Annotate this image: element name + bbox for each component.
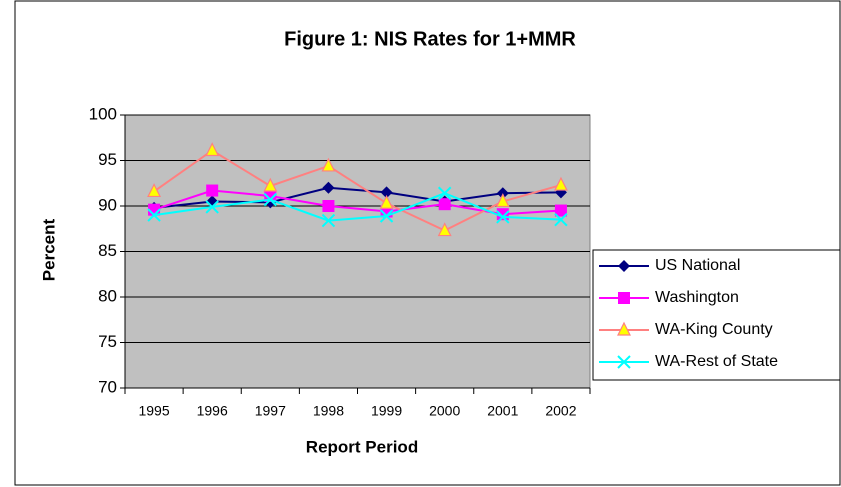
x-tick-label: 2001 bbox=[487, 403, 518, 419]
marker bbox=[321, 213, 336, 228]
x-tick-label: 2000 bbox=[429, 403, 460, 419]
marker bbox=[205, 142, 220, 157]
marker bbox=[263, 177, 278, 192]
marker bbox=[147, 208, 161, 222]
x-tick-label: 1997 bbox=[255, 403, 286, 419]
marker bbox=[618, 292, 630, 304]
legend-label: WA-Rest of State bbox=[655, 353, 778, 370]
marker bbox=[206, 184, 219, 197]
x-tick-label: 1995 bbox=[138, 403, 169, 419]
legend-label: WA-King County bbox=[655, 321, 773, 338]
marker bbox=[380, 186, 393, 199]
marker bbox=[264, 189, 277, 202]
marker bbox=[496, 210, 510, 224]
marker bbox=[617, 321, 631, 336]
marker bbox=[379, 194, 394, 209]
marker bbox=[263, 192, 278, 207]
marker bbox=[437, 222, 452, 237]
x-tick-label: 1996 bbox=[197, 403, 228, 419]
marker bbox=[618, 260, 630, 272]
legend-label: US National bbox=[655, 257, 740, 274]
legend-label: Washington bbox=[655, 289, 739, 306]
x-axis-label: Report Period bbox=[306, 437, 418, 456]
marker bbox=[438, 198, 451, 211]
series-line bbox=[153, 192, 561, 222]
marker bbox=[322, 181, 335, 194]
x-tick-label: 1999 bbox=[371, 403, 402, 419]
marker bbox=[205, 200, 219, 214]
marker bbox=[553, 176, 568, 191]
chart-title: Figure 1: NIS Rates for 1+MMR bbox=[284, 28, 576, 50]
y-tick-label: 85 bbox=[98, 241, 117, 260]
marker bbox=[322, 200, 335, 212]
y-tick-label: 70 bbox=[98, 377, 117, 396]
y-tick-label: 95 bbox=[98, 150, 117, 169]
marker bbox=[495, 193, 510, 208]
x-tick-label: 1998 bbox=[313, 403, 344, 419]
marker bbox=[379, 209, 394, 223]
marker bbox=[617, 355, 631, 369]
marker bbox=[321, 157, 336, 172]
series-line bbox=[153, 149, 562, 232]
y-tick-label: 80 bbox=[98, 286, 117, 305]
marker bbox=[437, 186, 452, 200]
marker bbox=[554, 204, 567, 217]
y-tick-label: 75 bbox=[98, 332, 117, 351]
y-tick-label: 90 bbox=[98, 195, 117, 214]
x-tick-label: 2002 bbox=[545, 403, 576, 419]
series-line bbox=[153, 186, 561, 209]
y-axis-label: Percent bbox=[39, 218, 58, 281]
y-tick-label: 100 bbox=[89, 104, 117, 123]
legend-box bbox=[592, 249, 841, 381]
marker bbox=[147, 183, 162, 198]
marker bbox=[554, 212, 568, 227]
